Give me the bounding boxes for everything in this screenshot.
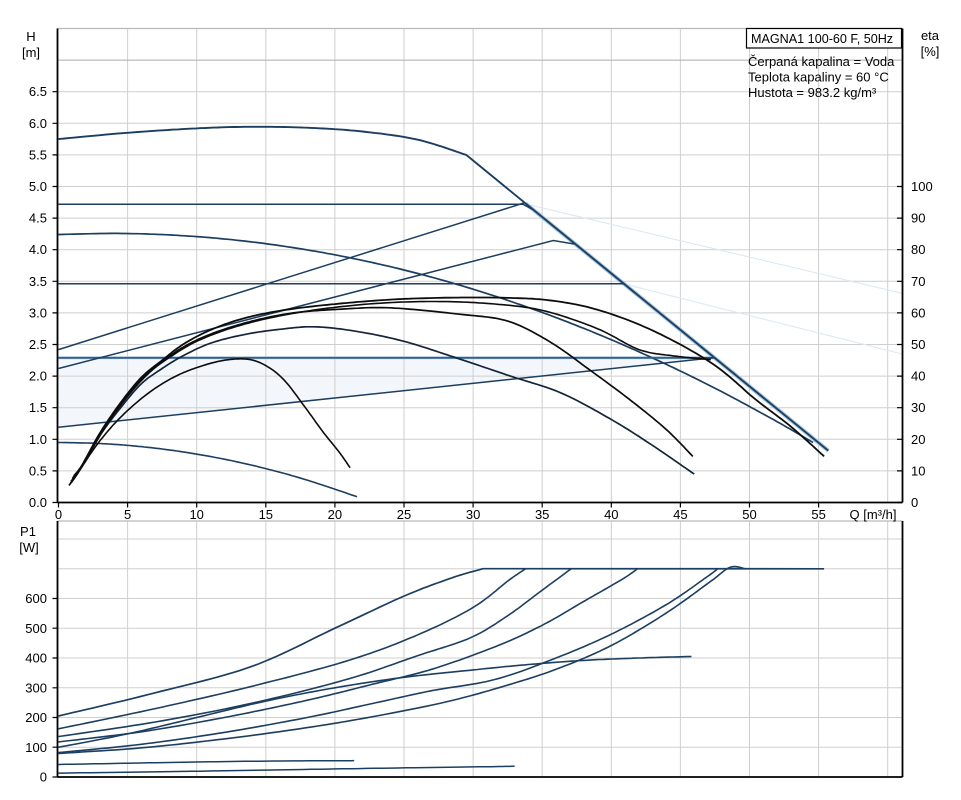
svg-text:3.5: 3.5 xyxy=(29,274,47,289)
svg-text:300: 300 xyxy=(25,680,47,695)
svg-text:200: 200 xyxy=(25,710,47,725)
svg-text:5.0: 5.0 xyxy=(29,179,47,194)
svg-text:6.0: 6.0 xyxy=(29,116,47,131)
svg-text:40: 40 xyxy=(604,507,618,522)
svg-text:1.0: 1.0 xyxy=(29,432,47,447)
svg-text:90: 90 xyxy=(911,211,925,226)
svg-text:50: 50 xyxy=(911,337,925,352)
svg-text:Hustota = 983.2 kg/m³: Hustota = 983.2 kg/m³ xyxy=(748,85,877,100)
svg-text:60: 60 xyxy=(911,305,925,320)
svg-text:1.5: 1.5 xyxy=(29,400,47,415)
svg-text:20: 20 xyxy=(911,432,925,447)
svg-text:4.5: 4.5 xyxy=(29,211,47,226)
svg-text:6.5: 6.5 xyxy=(29,84,47,99)
svg-text:eta: eta xyxy=(921,28,940,43)
svg-text:Q [m³/h]: Q [m³/h] xyxy=(850,507,897,522)
svg-text:30: 30 xyxy=(911,400,925,415)
svg-text:4.0: 4.0 xyxy=(29,242,47,257)
svg-text:30: 30 xyxy=(466,507,480,522)
svg-text:70: 70 xyxy=(911,274,925,289)
svg-text:600: 600 xyxy=(25,591,47,606)
svg-text:100: 100 xyxy=(25,740,47,755)
svg-text:[%]: [%] xyxy=(921,44,940,59)
svg-text:80: 80 xyxy=(911,242,925,257)
svg-text:35: 35 xyxy=(535,507,549,522)
svg-text:0: 0 xyxy=(40,770,47,785)
svg-text:20: 20 xyxy=(328,507,342,522)
svg-text:2.5: 2.5 xyxy=(29,337,47,352)
svg-text:40: 40 xyxy=(911,369,925,384)
svg-text:3.0: 3.0 xyxy=(29,305,47,320)
svg-text:55: 55 xyxy=(811,507,825,522)
svg-text:0: 0 xyxy=(55,507,62,522)
svg-text:H: H xyxy=(26,29,35,44)
svg-text:15: 15 xyxy=(259,507,273,522)
svg-text:400: 400 xyxy=(25,651,47,666)
svg-text:45: 45 xyxy=(673,507,687,522)
svg-text:5.5: 5.5 xyxy=(29,147,47,162)
svg-text:0.0: 0.0 xyxy=(29,495,47,510)
svg-text:Teplota kapaliny = 60 °C: Teplota kapaliny = 60 °C xyxy=(748,70,889,85)
svg-text:10: 10 xyxy=(911,463,925,478)
svg-text:50: 50 xyxy=(742,507,756,522)
svg-text:[W]: [W] xyxy=(19,540,39,555)
svg-text:Čerpaná kapalina = Voda: Čerpaná kapalina = Voda xyxy=(748,54,895,69)
svg-text:10: 10 xyxy=(189,507,203,522)
svg-text:0: 0 xyxy=(911,495,918,510)
svg-text:500: 500 xyxy=(25,621,47,636)
svg-text:5: 5 xyxy=(124,507,131,522)
svg-text:25: 25 xyxy=(397,507,411,522)
svg-text:100: 100 xyxy=(911,179,933,194)
svg-text:P1: P1 xyxy=(20,524,36,539)
svg-text:[m]: [m] xyxy=(22,45,40,60)
svg-text:0.5: 0.5 xyxy=(29,463,47,478)
svg-text:MAGNA1 100-60 F, 50Hz: MAGNA1 100-60 F, 50Hz xyxy=(751,32,893,46)
svg-text:2.0: 2.0 xyxy=(29,369,47,384)
